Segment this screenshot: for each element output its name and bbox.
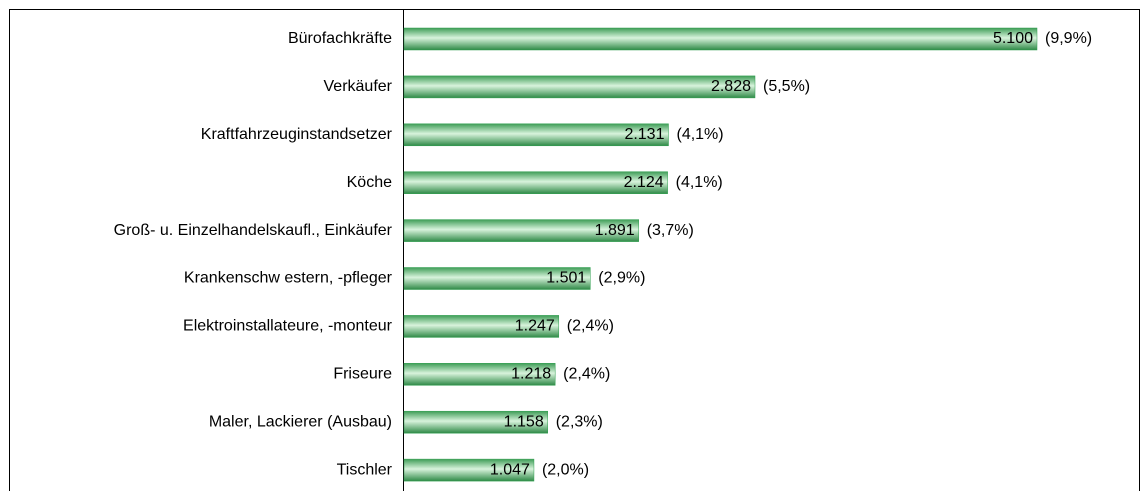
frame (9, 9, 1140, 491)
share-label: (2,3%) (556, 413, 603, 430)
share-label: (2,4%) (567, 318, 614, 335)
category-label: Friseure (333, 366, 392, 383)
bar (403, 171, 668, 194)
bar (403, 410, 548, 434)
share-label: (2,4%) (563, 366, 610, 383)
value-label: 5.100 (993, 30, 1033, 47)
value-label: 1.247 (515, 318, 555, 335)
value-label: 1.501 (546, 270, 586, 287)
bar (403, 458, 535, 482)
category-label: Krankenschw estern, -pfleger (184, 270, 393, 287)
value-label: 1.047 (490, 461, 530, 478)
share-label: (3,7%) (647, 222, 694, 239)
bar (403, 219, 639, 242)
share-label: (2,9%) (598, 270, 645, 287)
value-label: 2.124 (624, 174, 664, 191)
value-label: 1.891 (595, 222, 635, 239)
value-label: 1.218 (511, 366, 551, 383)
bar (403, 75, 756, 99)
value-label: 1.158 (504, 413, 544, 430)
category-label: Tischler (337, 461, 393, 478)
share-label: (2,0%) (542, 461, 589, 478)
share-label: (5,5%) (763, 78, 810, 95)
bar (403, 363, 556, 386)
share-label: (9,9%) (1045, 30, 1092, 47)
share-label: (4,1%) (676, 174, 723, 191)
value-label: 2.828 (711, 78, 751, 95)
bar (403, 123, 669, 147)
bar (403, 27, 1038, 51)
category-label: Elektroinstallateure, -monteur (183, 318, 393, 335)
category-label: Köche (347, 174, 392, 191)
category-label: Kraftfahrzeuginstandsetzer (201, 126, 393, 143)
category-label: Maler, Lackierer (Ausbau) (209, 413, 392, 430)
category-label: Bürofachkräfte (288, 30, 392, 47)
value-label: 2.131 (624, 126, 664, 143)
category-label: Verkäufer (324, 78, 393, 95)
bar (403, 315, 560, 338)
share-label: (4,1%) (676, 126, 723, 143)
bar (403, 267, 591, 290)
category-label: Groß- u. Einzelhandelskaufl., Einkäufer (114, 222, 393, 239)
